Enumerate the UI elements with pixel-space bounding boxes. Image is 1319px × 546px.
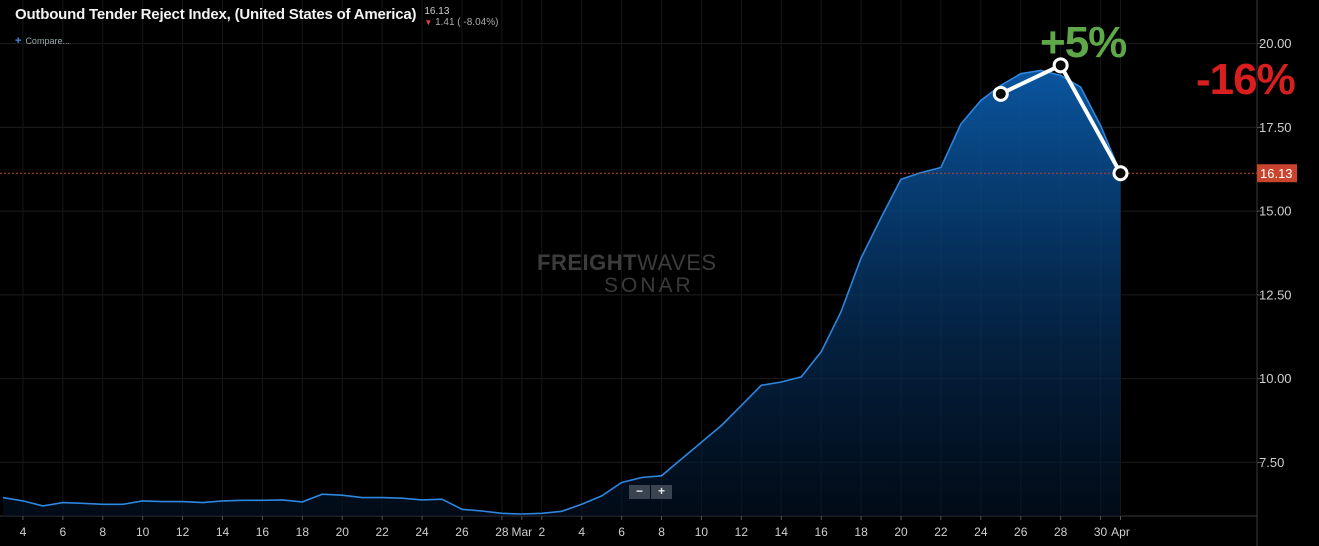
watermark-brand-light: WAVES: [637, 250, 717, 275]
x-tick-label: 14: [216, 525, 230, 539]
y-axis: 7.50 10.00 12.50 15.00 17.50 20.00: [1257, 36, 1292, 470]
x-tick-label: 24: [415, 525, 429, 539]
x-tick-label: Mar: [512, 525, 533, 539]
x-tick-label: 16: [814, 525, 828, 539]
y-tick-label: 7.50: [1259, 455, 1284, 470]
change-readout: ▼ 1.41 ( -8.04%): [424, 17, 498, 28]
compare-button[interactable]: + Compare...: [15, 35, 70, 47]
x-tick-label: 12: [735, 525, 749, 539]
compare-label: Compare...: [25, 36, 70, 46]
x-tick-label: 8: [99, 525, 106, 539]
price-tag: 16.13: [1257, 164, 1297, 183]
x-tick-label: 20: [894, 525, 908, 539]
x-tick-label: 20: [336, 525, 350, 539]
watermark-logo: FREIGHTWAVES: [537, 250, 717, 276]
header-values: 16.13 ▼ 1.41 ( -8.04%): [424, 6, 498, 28]
change-text: 1.41 ( -8.04%): [435, 17, 499, 28]
y-tick-label: 10.00: [1259, 371, 1292, 386]
x-tick-label: 6: [618, 525, 625, 539]
price-tag-label: 16.13: [1260, 166, 1293, 181]
series-line: [2, 69, 1122, 515]
x-tick-label: 30: [1094, 525, 1108, 539]
x-tick-label: 10: [695, 525, 709, 539]
x-axis: 4 6 8 10 12 14 16 18 20 22 24 26 28 Mar 2 4 6 8 10 12 14 16 18…: [20, 516, 1130, 539]
x-tick-label: 14: [775, 525, 789, 539]
annotation-overlay: [992, 57, 1129, 182]
down-arrow-icon: ▼: [424, 18, 433, 27]
highlight-point: [1112, 165, 1129, 182]
increase-annotation: +5%: [1040, 18, 1127, 67]
chart-header: Outbound Tender Reject Index, (United St…: [15, 6, 498, 28]
x-tick-label: 6: [60, 525, 67, 539]
y-tick-label: 15.00: [1259, 204, 1292, 219]
x-tick-label: 22: [375, 525, 389, 539]
zoom-controls: − +: [629, 485, 672, 499]
chart-title: Outbound Tender Reject Index, (United St…: [15, 6, 417, 23]
y-tick-label: 12.50: [1259, 287, 1292, 302]
watermark-brand-bold: FREIGHT: [537, 250, 638, 275]
x-tick-label: 10: [136, 525, 150, 539]
x-tick-label: Apr: [1111, 525, 1130, 539]
highlight-point: [992, 85, 1009, 102]
zoom-out-button[interactable]: −: [629, 485, 650, 499]
x-tick-label: 22: [934, 525, 948, 539]
x-tick-label: 28: [495, 525, 509, 539]
highlight-point: [1052, 57, 1069, 74]
x-tick-label: 18: [854, 525, 868, 539]
x-tick-label: 28: [1054, 525, 1068, 539]
x-tick-label: 26: [455, 525, 469, 539]
y-tick-label: 20.00: [1259, 36, 1292, 51]
x-tick-label: 4: [578, 525, 585, 539]
current-value: 16.13: [424, 6, 450, 17]
x-tick-label: 26: [1014, 525, 1028, 539]
area-fill: [3, 70, 1121, 517]
y-tick-label: 17.50: [1259, 120, 1292, 135]
zoom-in-button[interactable]: +: [651, 485, 672, 499]
plus-icon: +: [15, 35, 22, 47]
x-tick-label: 8: [658, 525, 665, 539]
x-tick-label: 16: [256, 525, 270, 539]
x-tick-label: 2: [538, 525, 545, 539]
x-tick-label: 18: [296, 525, 310, 539]
watermark-sub: SONAR: [604, 274, 694, 297]
x-tick-label: 12: [176, 525, 190, 539]
price-tag-box: [1257, 164, 1297, 183]
grid-lines: [0, 0, 1258, 546]
x-tick-label: 4: [20, 525, 27, 539]
x-tick-label: 24: [974, 525, 988, 539]
decrease-annotation: -16%: [1196, 55, 1296, 104]
